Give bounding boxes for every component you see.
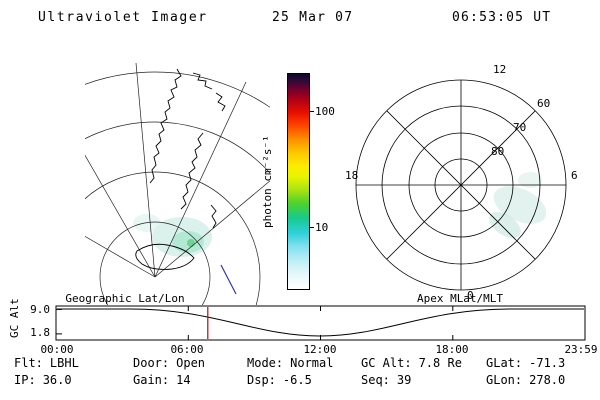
stripchart-xtick-0000: 00:00 (40, 343, 74, 356)
status-mode-value: Normal (290, 356, 334, 370)
aurora-patches-polar (489, 172, 547, 239)
polar-panel-title: Apex MLat/MLT (416, 292, 504, 305)
coastline-path (180, 132, 204, 210)
colorbar-tick-10: 10 (315, 221, 329, 234)
status-gcalt-value: 7.8 Re (418, 356, 462, 370)
mlt-label-6: 6 (571, 169, 578, 182)
coastline-path (135, 243, 195, 270)
colorbar (287, 73, 310, 290)
status-dsp-value: -6.5 (282, 373, 312, 387)
geographic-map-panel (85, 62, 270, 305)
status-dsp: Dsp: -6.5 (247, 373, 312, 387)
status-ip: IP: 36.0 (14, 373, 72, 387)
stripchart-xtick-0600: 06:00 (170, 343, 204, 356)
status-door-value: Open (176, 356, 206, 370)
date-display: 25 Mar 07 (272, 10, 354, 25)
status-gain: Gain: 14 (133, 373, 191, 387)
mlat-label-70: 70 (513, 121, 526, 134)
stripchart-xtick-2359: 23:59 (564, 343, 598, 356)
aurora-patches-map (133, 214, 212, 257)
status-ip-value: 36.0 (42, 373, 72, 387)
colorbar-label: photon cm⁻²s⁻¹ (261, 135, 274, 228)
status-glon: GLon: 278.0 (486, 373, 565, 387)
mlat-label-60: 60 (537, 97, 550, 110)
coastline-path (215, 92, 226, 112)
status-door-label: Door: (133, 356, 170, 370)
axis-ticks (56, 306, 454, 340)
status-glat: GLat: -71.3 (486, 356, 565, 370)
polar-plot-panel: 12 18 6 0 80 70 60 (345, 63, 578, 302)
chart-frame (55, 305, 586, 341)
status-flt-value: LBHL (49, 356, 79, 370)
latlon-grid (85, 62, 270, 305)
status-flt-label: Flt: (14, 356, 43, 370)
map-panel-title: Geographic Lat/Lon (65, 292, 185, 305)
coastline-path (192, 72, 213, 90)
status-mode: Mode: Normal (247, 356, 333, 370)
status-glon-label: GLon: (486, 373, 523, 387)
coastline-path (149, 68, 182, 184)
mlt-label-12: 12 (493, 63, 506, 76)
mlt-label-0: 0 (467, 289, 474, 302)
status-mode-label: Mode: (247, 356, 284, 370)
status-flt: Flt: LBHL (14, 356, 79, 370)
altitude-chart (55, 305, 586, 341)
stripchart-ytick-bottom: 1.8 (30, 326, 50, 339)
mlt-label-18: 18 (345, 169, 358, 182)
stripchart-ytick-top: 9.0 (30, 303, 50, 316)
status-gain-label: Gain: (133, 373, 170, 387)
status-gcalt: GC Alt: 7.8 Re (361, 356, 462, 370)
coastlines (135, 68, 226, 270)
colorbar-tick-100: 100 (315, 105, 335, 118)
status-gcalt-label: GC Alt: (361, 356, 412, 370)
status-seq: Seq: 39 (361, 373, 411, 387)
status-glat-value: -71.3 (529, 356, 566, 370)
altitude-curve (57, 308, 584, 337)
status-glat-label: GLat: (486, 356, 523, 370)
colorbar-tickmark-100 (309, 111, 314, 112)
app-title: Ultraviolet Imager (38, 10, 208, 25)
stripchart-ylabel: GC Alt (8, 298, 21, 338)
orbit-track-segment (220, 264, 237, 295)
stripchart-xtick-1200: 12:00 (303, 343, 337, 356)
status-door: Door: Open (133, 356, 205, 370)
status-ip-label: IP: (14, 373, 36, 387)
status-glon-value: 278.0 (529, 373, 566, 387)
mlt-spokes (356, 80, 566, 290)
colorbar-tickmark-10 (309, 227, 314, 228)
status-gain-value: 14 (176, 373, 191, 387)
coastline-path (210, 204, 217, 229)
status-seq-value: 39 (396, 373, 412, 387)
stripchart-xtick-1800: 18:00 (435, 343, 469, 356)
status-dsp-label: Dsp: (247, 373, 276, 387)
time-display: 06:53:05 UT (452, 10, 552, 25)
mlat-label-80: 80 (491, 145, 504, 158)
status-seq-label: Seq: (361, 373, 390, 387)
